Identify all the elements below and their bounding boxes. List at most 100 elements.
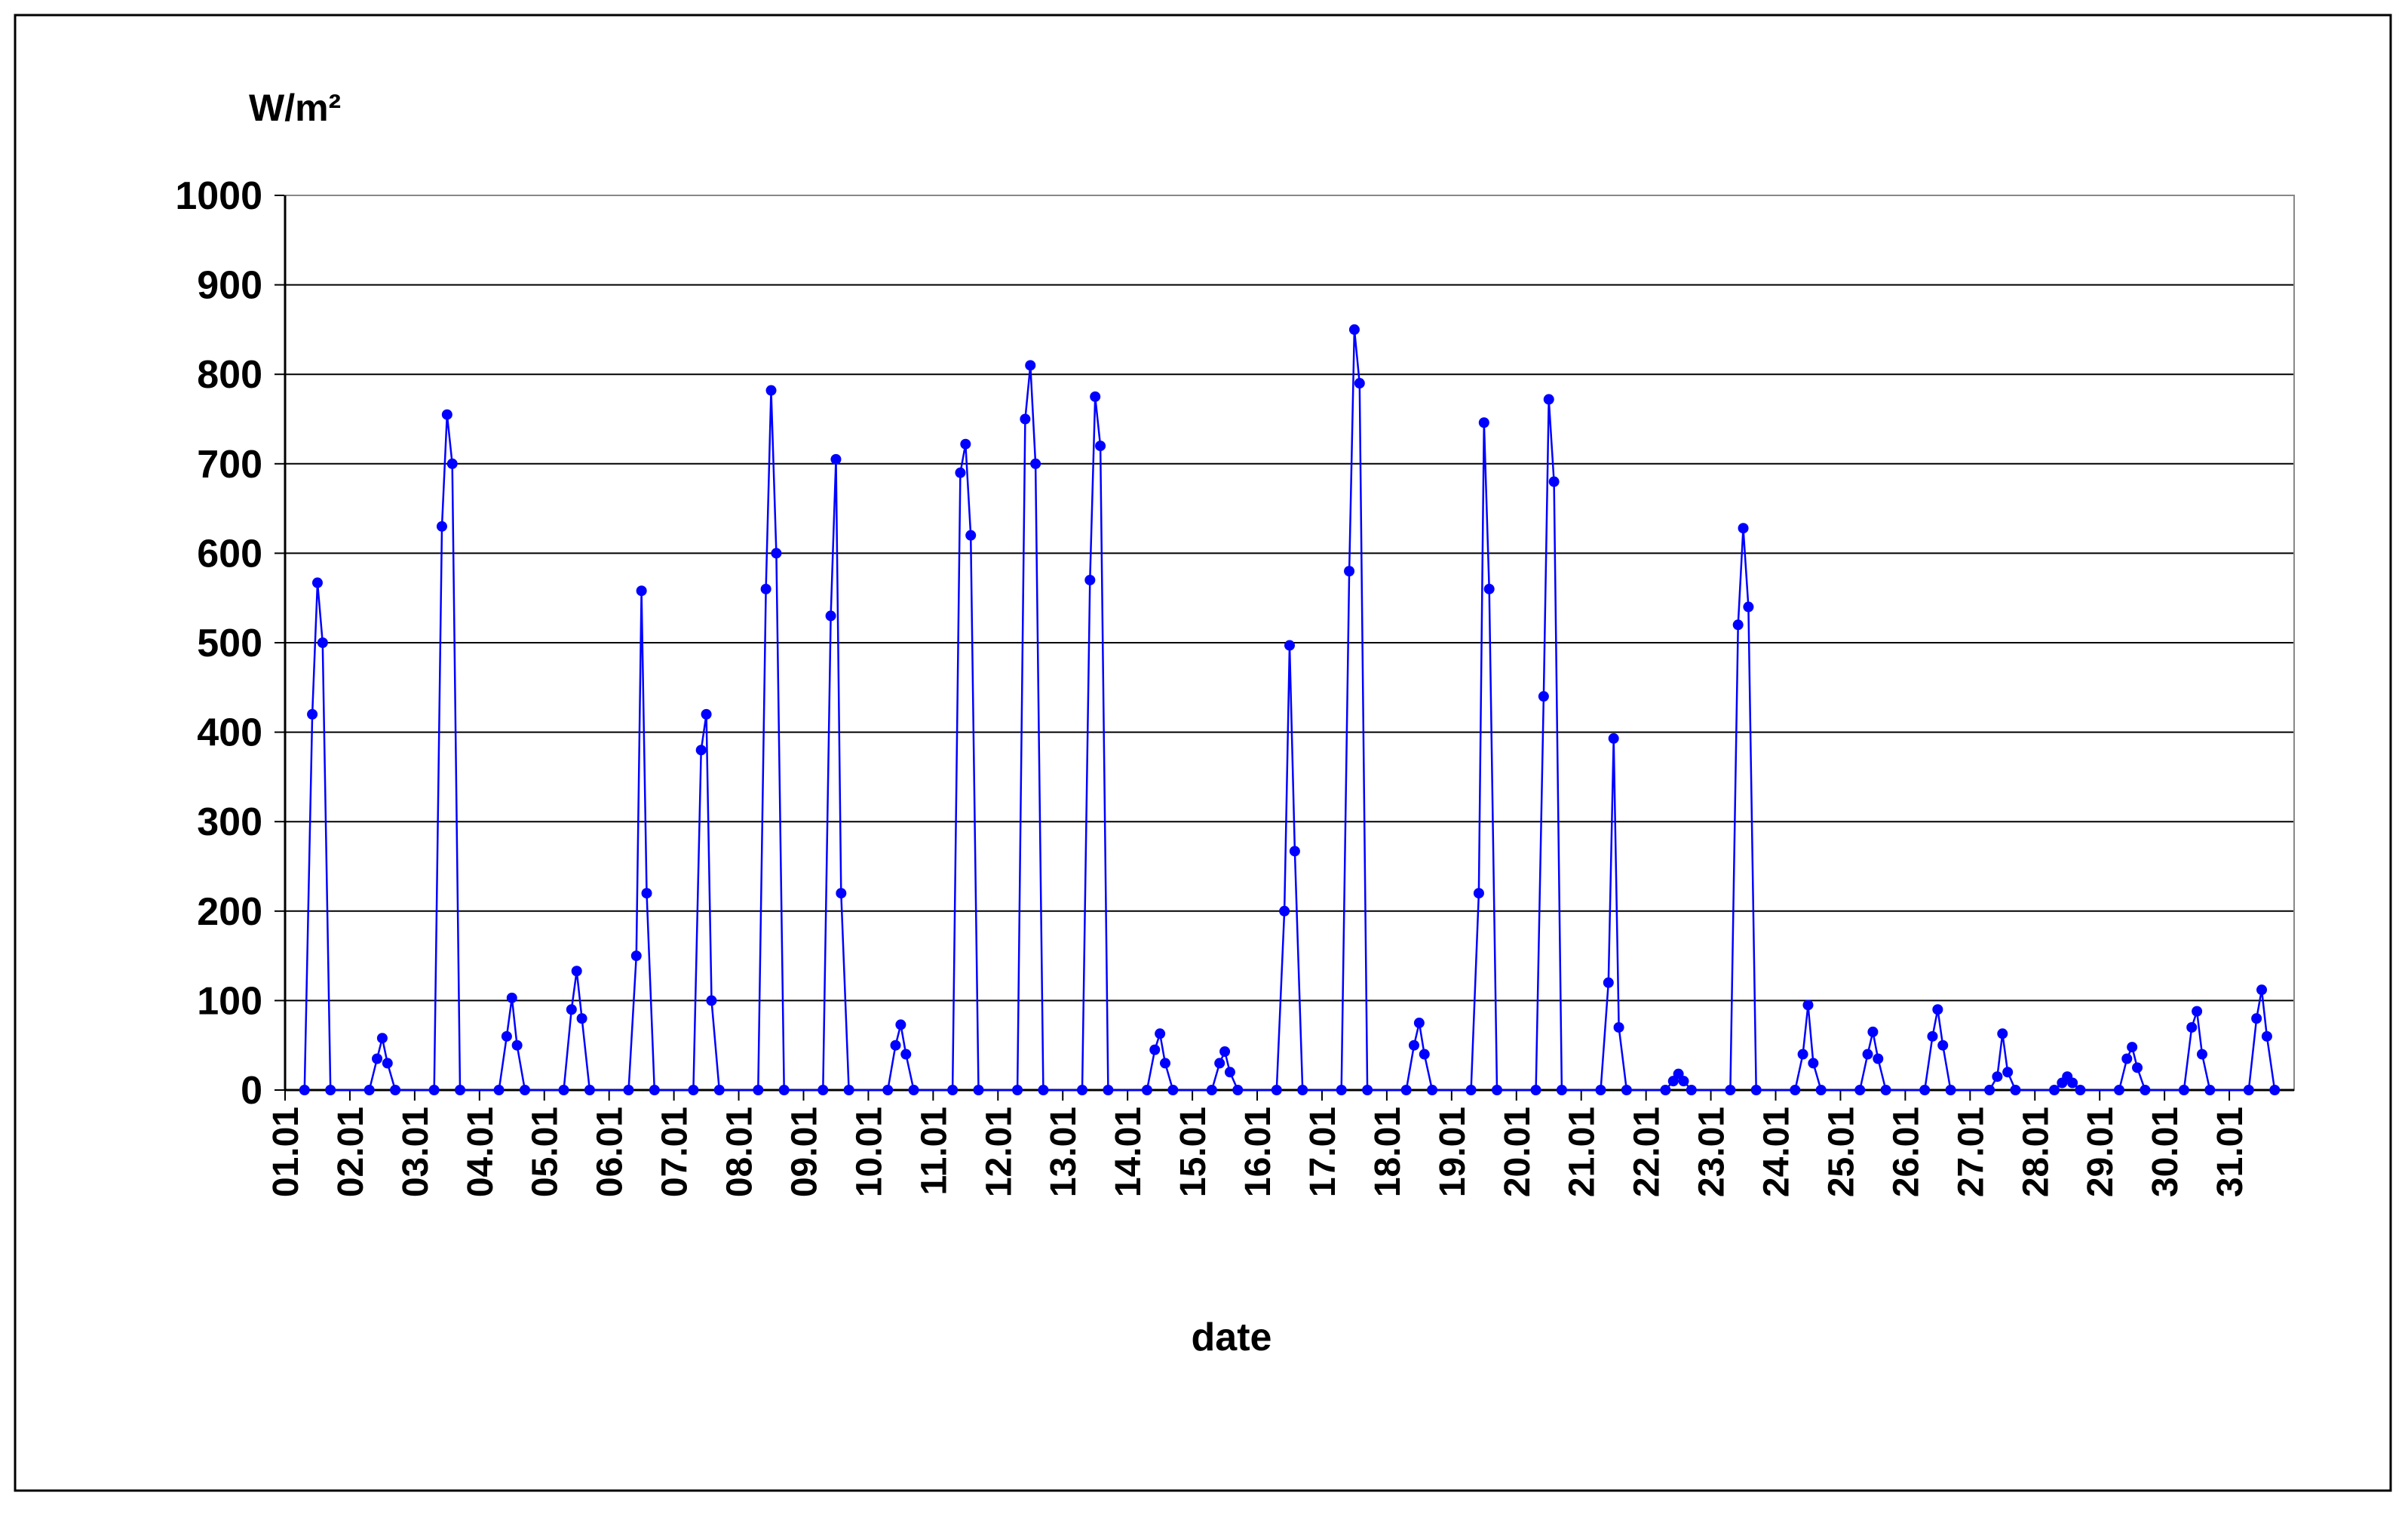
x-axis-label: date: [1192, 1316, 1272, 1359]
x-tick-label: 07.01: [655, 1107, 695, 1197]
y-tick-label: 0: [241, 1069, 262, 1113]
data-point: [771, 548, 782, 559]
data-point: [1997, 1028, 2008, 1039]
data-point: [1030, 458, 1041, 469]
data-point: [713, 1085, 725, 1095]
data-point: [1084, 574, 1096, 585]
data-point: [1880, 1085, 1891, 1095]
y-tick-label: 300: [197, 800, 262, 844]
data-point: [2132, 1062, 2143, 1073]
x-tick-label: 28.01: [2016, 1107, 2056, 1197]
data-point: [558, 1085, 569, 1095]
data-point: [1743, 601, 1754, 613]
x-tick-label: 09.01: [784, 1107, 824, 1197]
data-point: [1413, 1018, 1425, 1029]
data-point: [2002, 1067, 2014, 1078]
y-tick-label: 200: [197, 890, 262, 934]
data-point: [825, 610, 836, 622]
data-point: [1808, 1058, 1819, 1069]
data-point: [947, 1085, 959, 1095]
data-point: [382, 1058, 393, 1069]
data-point: [1932, 1004, 1943, 1015]
x-tick-label: 24.01: [1757, 1107, 1797, 1197]
data-point: [1927, 1030, 1938, 1042]
data-point: [364, 1085, 375, 1095]
data-point: [1478, 417, 1489, 428]
data-point: [501, 1030, 512, 1042]
x-tick-label: 25.01: [1821, 1107, 1861, 1197]
data-point: [908, 1085, 919, 1095]
data-point: [1465, 1085, 1477, 1095]
data-point: [2196, 1049, 2207, 1060]
data-point: [843, 1085, 854, 1095]
data-point: [2269, 1085, 2281, 1095]
data-point: [895, 1019, 906, 1030]
data-point: [1790, 1085, 1801, 1095]
data-point: [1660, 1085, 1671, 1095]
data-point: [1797, 1049, 1808, 1060]
data-point: [1279, 905, 1290, 917]
data-point: [1937, 1039, 1949, 1051]
data-point: [1020, 413, 1031, 425]
data-point: [1348, 324, 1360, 335]
data-point: [778, 1085, 790, 1095]
data-point: [576, 1013, 587, 1024]
data-point: [973, 1085, 984, 1095]
data-point: [428, 1085, 440, 1095]
data-point: [1854, 1085, 1866, 1095]
data-point: [1608, 732, 1619, 744]
data-point: [299, 1085, 310, 1095]
data-point: [2261, 1030, 2272, 1042]
data-point: [1214, 1058, 1225, 1069]
data-point: [1491, 1085, 1502, 1095]
data-point: [325, 1085, 336, 1095]
data-point: [1750, 1085, 1762, 1095]
data-point: [2113, 1085, 2124, 1095]
data-point: [1344, 566, 1355, 577]
x-tick-label: 14.01: [1109, 1107, 1149, 1197]
data-point: [1867, 1026, 1879, 1037]
data-point: [493, 1085, 505, 1095]
data-point: [649, 1085, 660, 1095]
data-point: [2243, 1085, 2254, 1095]
data-point: [701, 708, 712, 720]
x-tick-label: 17.01: [1303, 1107, 1343, 1197]
data-point: [2178, 1085, 2189, 1095]
data-point: [2121, 1053, 2133, 1064]
x-tick-label: 26.01: [1886, 1107, 1926, 1197]
data-point: [1103, 1085, 1114, 1095]
x-tick-label: 10.01: [849, 1107, 889, 1197]
data-point: [1354, 378, 1365, 389]
data-point: [1090, 391, 1101, 402]
x-tick-label: 19.01: [1433, 1107, 1473, 1197]
y-tick-label: 800: [197, 353, 262, 397]
y-tick-label: 500: [197, 622, 262, 665]
data-point: [1155, 1028, 1166, 1039]
data-point: [1556, 1085, 1567, 1095]
data-point: [1095, 441, 1106, 452]
data-point: [760, 583, 771, 594]
data-point: [960, 438, 971, 450]
data-point: [900, 1049, 912, 1060]
data-point: [390, 1085, 401, 1095]
data-point: [2049, 1085, 2060, 1095]
data-point: [307, 708, 318, 720]
x-tick-label: 31.01: [2210, 1107, 2250, 1197]
data-point: [311, 577, 323, 588]
x-tick-label: 27.01: [1951, 1107, 1991, 1197]
data-point: [641, 888, 652, 899]
data-point: [1815, 1085, 1827, 1095]
data-point: [1400, 1085, 1412, 1095]
data-point: [571, 966, 582, 977]
data-point: [1919, 1085, 1931, 1095]
data-point: [1271, 1085, 1282, 1095]
x-tick-label: 02.01: [331, 1107, 371, 1197]
data-point: [636, 585, 647, 597]
data-point: [2204, 1085, 2216, 1095]
data-point: [1160, 1058, 1171, 1069]
data-point: [1012, 1085, 1023, 1095]
data-point: [1483, 583, 1495, 594]
data-point: [1543, 394, 1554, 405]
y-tick-label: 400: [197, 711, 262, 755]
data-point: [688, 1085, 699, 1095]
